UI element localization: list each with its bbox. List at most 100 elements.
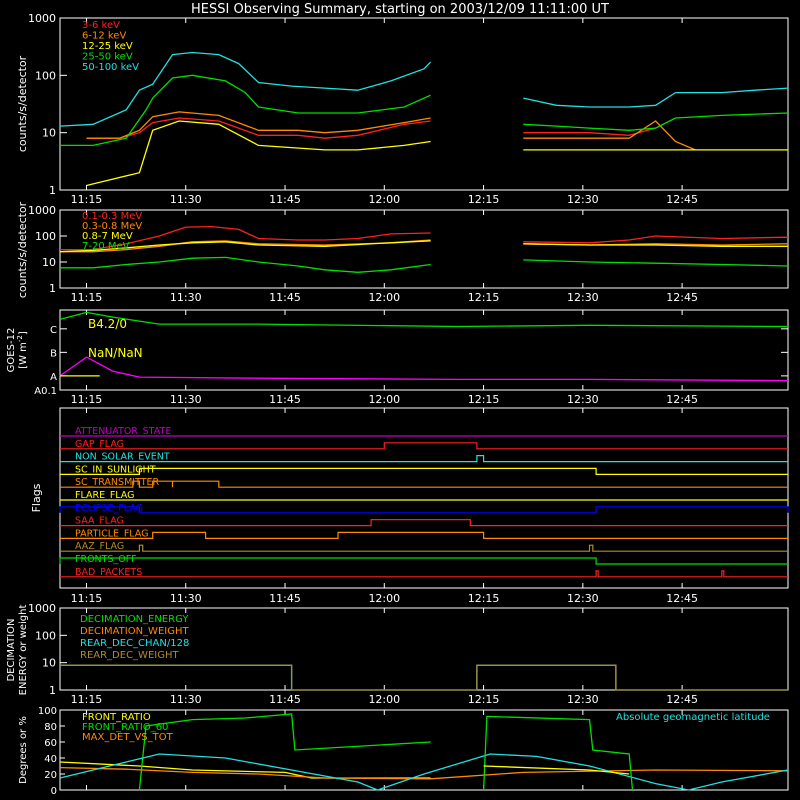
series-line-50-100 keV (59, 51, 432, 127)
ylabel-ratios: Degrees or % (18, 716, 29, 784)
y-tick-label: C (50, 325, 57, 336)
y-tick-label: 0 (51, 786, 57, 797)
x-tick-label: 11:15 (71, 291, 103, 304)
series-line-25-50 keV (60, 74, 431, 147)
x-tick-label: 12:30 (567, 693, 599, 706)
ylabel-rates-high: counts/s/detector (16, 201, 29, 298)
y-tick-label: 1 (49, 282, 56, 295)
flag-label: SC_TRANSMITTER (75, 477, 160, 488)
x-tick-label: 12:30 (567, 592, 599, 605)
x-tick-label: 12:15 (468, 693, 500, 706)
y-tick-label: 1 (49, 184, 56, 197)
y-tick-label: A (50, 372, 57, 383)
x-tick-label: 11:15 (71, 193, 103, 206)
flag-line-BAD_PACKETS (60, 570, 788, 578)
legend-entry: REAR_DEC_CHAN/128 (80, 638, 189, 649)
x-tick-label: 12:00 (368, 291, 400, 304)
ylabel-goes-units: [W m-2] (16, 331, 29, 369)
legend-entry: FRONT_RATIO_60 (82, 722, 168, 733)
series-line-b-FRONT_RATIO (483, 765, 630, 775)
series-line-b-FRONT_RATIO_60 (482, 715, 634, 791)
ylabel-decimation-1: DECIMATION (6, 618, 17, 681)
ylabel-goes-2a: [W m (18, 342, 29, 369)
x-tick-label: 12:45 (666, 291, 698, 304)
ylabel-decimation-2: ENERGY or weight (18, 605, 29, 696)
panel-frame-rates-low (59, 17, 789, 191)
flag-label: SC_IN_SUNLIGHT (75, 464, 156, 475)
legend-entry: DECIMATION_WEIGHT (80, 626, 189, 637)
y-tick-label: 80 (44, 722, 57, 733)
flag-line-PARTICLE_FLAG (60, 531, 788, 539)
flag-line-NON_SOLAR_EVENT (60, 455, 788, 463)
x-tick-label: 11:15 (71, 693, 103, 706)
x-tick-label: 12:30 (567, 193, 599, 206)
x-tick-label: 12:15 (468, 193, 500, 206)
y-tick-label: 1000 (28, 204, 56, 217)
y-tick-label: B (50, 348, 57, 359)
legend-entry: 7-20 MeV (82, 241, 130, 252)
flag-label: GAP_FLAG (75, 439, 124, 450)
goes-annotation: B4.2/0 (88, 317, 127, 331)
legend-entry: 3-6 keV (82, 20, 120, 31)
legend-entry: 0.3-0.8 MeV (82, 221, 142, 232)
y-tick-label: 10 (42, 127, 56, 140)
x-tick-label: 12:30 (567, 393, 599, 406)
legend-entry: REAR_DEC_WEIGHT (80, 650, 179, 661)
flag-label: ATTENUATOR_STATE (75, 426, 171, 437)
x-tick-label: 11:45 (269, 693, 301, 706)
flag-label: ECLIPSE_FLAG (75, 503, 143, 514)
panel-frame-goes (59, 309, 789, 391)
y-tick-label: 100 (35, 69, 56, 82)
series-line-12-25 keV (86, 120, 431, 187)
y-tick-label: 20 (44, 770, 57, 781)
flag-label: NON_SOLAR_EVENT (75, 452, 170, 463)
series-line-0.1-0.3 MeV (60, 225, 431, 251)
series-line-FRONT_RATIO_60 (138, 713, 431, 791)
ylabel-goes-2b: -2 (16, 335, 24, 342)
flag-line-FRONTS_OFF (59, 557, 788, 565)
x-tick-label: 12:15 (468, 592, 500, 605)
x-tick-label: 11:30 (170, 291, 202, 304)
x-tick-label: 11:45 (269, 291, 301, 304)
flag-line-SC_IN_SUNLIGHT (60, 467, 788, 475)
y-tick-label: 100 (35, 629, 56, 642)
series-line-b-3-6 keV (523, 127, 656, 136)
ylabel-flags: Flags (30, 483, 43, 512)
y-tick-label: 100 (35, 230, 56, 243)
series-line-b-7-20 MeV (523, 259, 789, 267)
x-tick-label: 12:45 (666, 592, 698, 605)
x-tick-label: 12:30 (567, 291, 599, 304)
x-tick-label: 11:15 (71, 592, 103, 605)
series-line-MAX_DET_VS_TOT (59, 766, 789, 780)
legend-entry: 50-100 keV (82, 62, 139, 73)
flag-label: AAZ_FLAG (75, 541, 124, 552)
series-line-Absolute geomagnetic latitude (59, 753, 789, 791)
series-line-3-6 keV (86, 117, 431, 139)
flag-line-AAZ_FLAG (60, 544, 788, 552)
series-line-7-20 MeV (60, 256, 431, 273)
flag-line-SC_TRANSMITTER (60, 480, 788, 488)
series-line-b-0.8-7 MeV (523, 243, 788, 247)
flag-label: FLARE_FLAG (75, 490, 135, 501)
x-tick-label: 11:30 (170, 592, 202, 605)
y-tick-label: 40 (44, 754, 57, 765)
series-line-b-0.1-0.3 MeV (523, 235, 789, 244)
chart-marks: 11:15 11:30 11:45 12:00 12:15 12:30 12:45 11:15… (28, 12, 789, 797)
panel-frame-rates-high (59, 209, 789, 289)
flag-line-ECLIPSE_FLAG (59, 506, 789, 514)
legend-entry: FRONT_RATIO (82, 712, 151, 723)
x-tick-label: 11:45 (269, 193, 301, 206)
legend-entry: DECIMATION_ENERGY (80, 614, 189, 625)
x-tick-label: 12:00 (368, 693, 400, 706)
legend-entry: 6-12 keV (82, 31, 126, 42)
x-tick-label: 12:45 (666, 393, 698, 406)
series-line-REAR_DEC_WEIGHT (60, 664, 788, 691)
y-tick-label: 1000 (28, 602, 56, 615)
x-tick-label: 12:15 (468, 291, 500, 304)
series-line-6-12 keV (86, 111, 431, 139)
ylabel-goes-2: [W m-2] (16, 331, 29, 369)
x-tick-label: 12:15 (468, 393, 500, 406)
x-tick-label: 12:00 (368, 592, 400, 605)
legend-entry: 25-50 keV (82, 52, 133, 63)
ratios-annotation: Absolute geomagnetic latitude (616, 712, 770, 723)
